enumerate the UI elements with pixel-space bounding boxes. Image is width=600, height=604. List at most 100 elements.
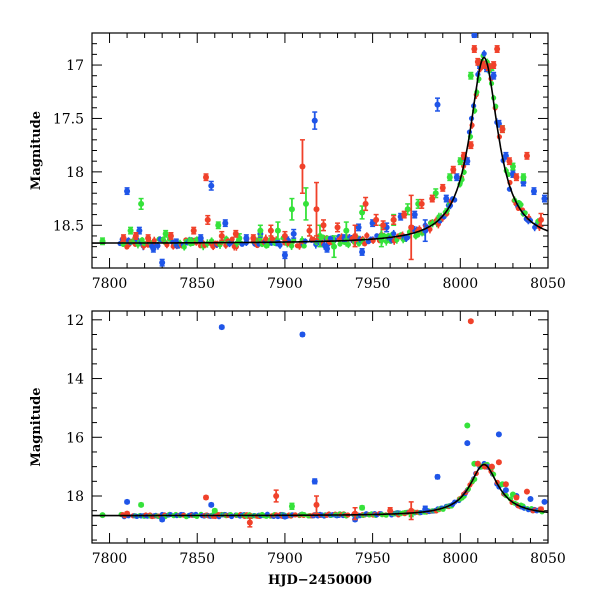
x-tick-label: 7850 bbox=[179, 551, 215, 567]
data-point-blue bbox=[299, 331, 306, 338]
data-point-red bbox=[204, 216, 211, 223]
x-tick-label: 7900 bbox=[267, 276, 303, 292]
x-tick-label: 7800 bbox=[92, 276, 128, 292]
x-tick-label: 8000 bbox=[442, 551, 478, 567]
data-point-blue bbox=[159, 516, 166, 523]
data-point-red bbox=[474, 58, 481, 65]
data-point-red bbox=[513, 494, 520, 501]
data-point-green bbox=[138, 501, 145, 508]
data-point-red bbox=[352, 510, 359, 517]
data-point-red bbox=[523, 488, 530, 495]
plot-area bbox=[92, 318, 548, 528]
data-point-red bbox=[203, 494, 209, 501]
data-point-red bbox=[299, 163, 306, 170]
data-point-blue bbox=[471, 33, 478, 39]
data-point-red bbox=[429, 195, 436, 202]
data-point-blue bbox=[150, 245, 157, 252]
data-point-blue bbox=[324, 245, 331, 252]
data-point bbox=[151, 238, 157, 244]
data-point-blue bbox=[495, 431, 502, 438]
y-axis-label: Magnitude bbox=[29, 387, 44, 466]
data-point-blue bbox=[243, 235, 250, 242]
data-point-blue bbox=[541, 195, 548, 202]
data-point-red bbox=[281, 232, 288, 239]
data-point-red bbox=[506, 158, 513, 165]
data-point-red bbox=[218, 232, 225, 239]
data-point-red bbox=[250, 235, 257, 242]
data-point-red bbox=[439, 184, 446, 191]
data-point-red bbox=[537, 216, 544, 223]
data-point-blue bbox=[502, 487, 509, 494]
data-point-red bbox=[362, 200, 369, 207]
x-tick-label: 7850 bbox=[179, 276, 215, 292]
data-point-green bbox=[257, 227, 264, 234]
data-point-green bbox=[464, 422, 471, 429]
y-tick-label: 12 bbox=[66, 313, 84, 329]
x-tick-label: 7800 bbox=[92, 551, 128, 567]
y-tick-label: 18 bbox=[66, 165, 84, 181]
data-point-red bbox=[320, 222, 327, 229]
data-point-green bbox=[274, 227, 281, 234]
data-point-blue bbox=[530, 188, 537, 195]
data-point-blue bbox=[311, 478, 318, 485]
data-point-red bbox=[513, 174, 520, 181]
data-point-red bbox=[495, 459, 502, 466]
y-axis-label: Magnitude bbox=[29, 111, 44, 190]
data-point bbox=[364, 232, 370, 239]
data-point-red bbox=[450, 166, 457, 173]
data-point-green bbox=[162, 230, 169, 237]
data-point-blue bbox=[222, 220, 229, 227]
x-tick-label: 7900 bbox=[267, 551, 303, 567]
data-point-red bbox=[132, 232, 139, 239]
data-point-green bbox=[520, 174, 527, 181]
data-point-blue bbox=[124, 188, 131, 195]
data-point-red bbox=[313, 206, 320, 213]
data-point-red bbox=[352, 232, 359, 239]
data-point-red bbox=[390, 216, 397, 223]
data-point-red bbox=[418, 200, 425, 207]
data-point-red bbox=[523, 152, 530, 159]
x-tick-label: 7950 bbox=[355, 551, 391, 567]
data-point-green bbox=[215, 222, 222, 229]
y-tick-label: 17.5 bbox=[53, 111, 84, 127]
data-point-red bbox=[499, 126, 506, 133]
data-point-green bbox=[446, 174, 453, 181]
data-point-green bbox=[211, 507, 218, 514]
plot-frame bbox=[91, 310, 549, 544]
data-point-red bbox=[313, 501, 320, 508]
data-point bbox=[427, 226, 433, 232]
data-point-blue bbox=[290, 230, 297, 237]
data-point-red bbox=[471, 46, 478, 53]
bottom-panel: 7800 7850 7900 7950 8000 8050 12 14 16 18 Magnitud… bbox=[29, 310, 566, 588]
data-point bbox=[155, 243, 161, 249]
y-tick-label: 18 bbox=[66, 489, 84, 505]
data-point-blue bbox=[464, 440, 471, 447]
data-point-blue bbox=[124, 498, 131, 505]
y-tick-label: 14 bbox=[66, 372, 84, 388]
data-point-red bbox=[120, 235, 127, 242]
data-point-red bbox=[490, 62, 497, 69]
data-point-blue bbox=[359, 248, 366, 255]
data-point-green bbox=[138, 200, 145, 207]
data-point-red bbox=[502, 481, 509, 488]
data-point-green bbox=[288, 503, 295, 510]
data-point-green bbox=[359, 504, 366, 511]
data-point-red bbox=[306, 227, 313, 234]
data-point bbox=[301, 243, 307, 249]
data-point-green bbox=[288, 206, 295, 213]
model-curve bbox=[92, 463, 548, 517]
data-point-red bbox=[167, 232, 174, 239]
data-point-blue bbox=[434, 473, 441, 480]
data-point-red bbox=[380, 222, 387, 229]
data-point-blue bbox=[281, 513, 288, 520]
data-point-red bbox=[467, 318, 474, 325]
data-point-red bbox=[474, 460, 481, 467]
x-tick-label: 8050 bbox=[530, 276, 566, 292]
data-point-red bbox=[267, 227, 274, 234]
data-point-blue bbox=[311, 117, 318, 124]
data-point-green bbox=[127, 227, 134, 234]
data-point-green bbox=[343, 227, 350, 234]
data-point-blue bbox=[453, 174, 460, 181]
data-point-red bbox=[401, 211, 408, 218]
model-curve bbox=[92, 56, 548, 244]
